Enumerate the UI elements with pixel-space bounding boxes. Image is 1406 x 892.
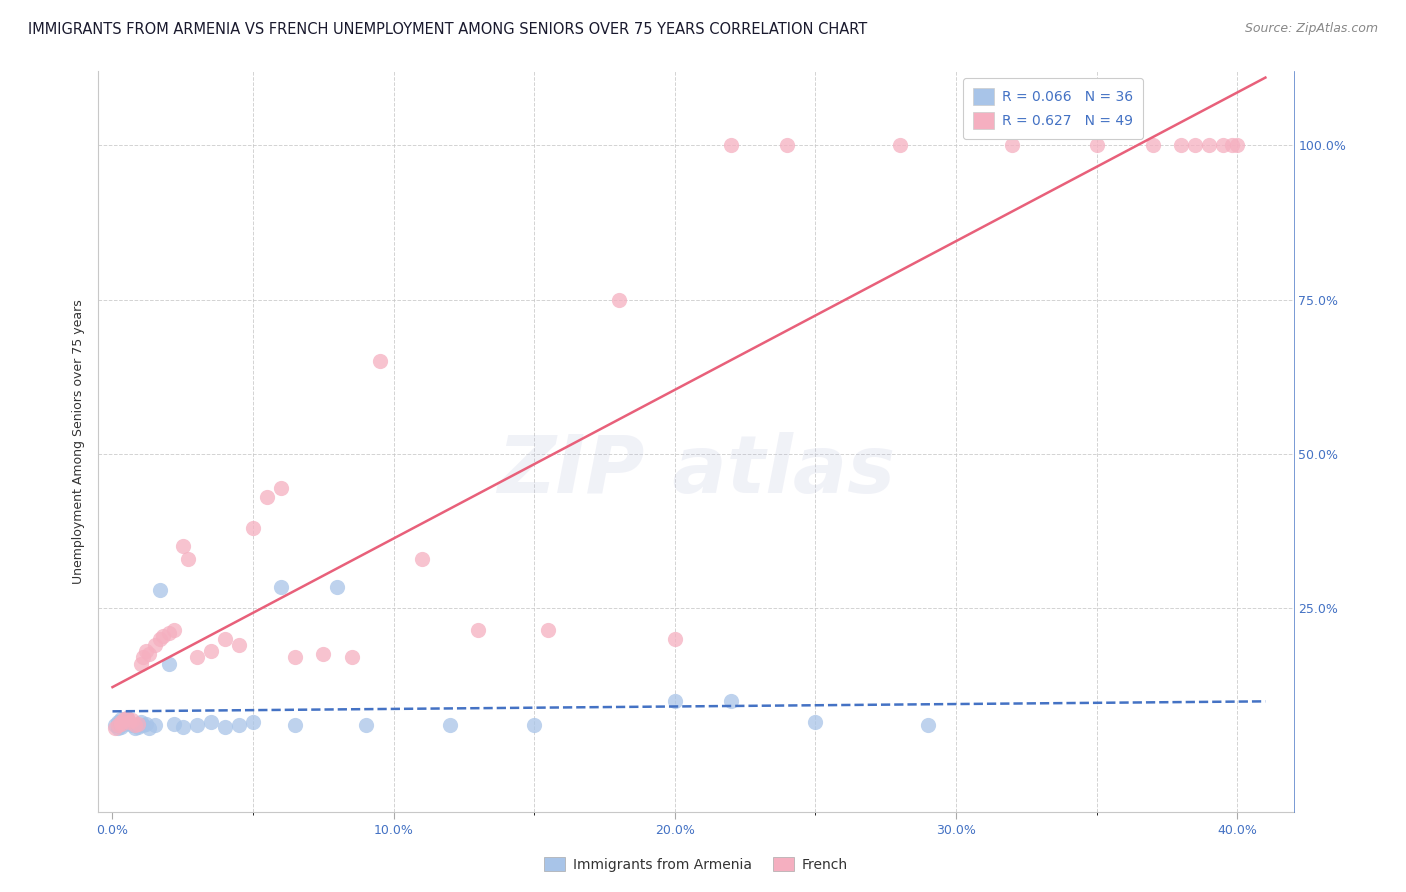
- Point: [411, 551, 433, 566]
- Point: [149, 632, 172, 646]
- Point: [107, 715, 129, 730]
- Point: [1198, 138, 1220, 153]
- Point: [104, 722, 127, 736]
- Point: [107, 722, 129, 736]
- Point: [172, 540, 194, 554]
- Point: [1001, 138, 1024, 153]
- Point: [135, 717, 157, 731]
- Text: IMMIGRANTS FROM ARMENIA VS FRENCH UNEMPLOYMENT AMONG SENIORS OVER 75 YEARS CORRE: IMMIGRANTS FROM ARMENIA VS FRENCH UNEMPL…: [28, 22, 868, 37]
- Point: [354, 718, 377, 732]
- Point: [607, 293, 630, 307]
- Point: [720, 138, 742, 153]
- Point: [270, 580, 292, 594]
- Point: [138, 648, 160, 662]
- Point: [135, 644, 157, 658]
- Point: [104, 718, 127, 732]
- Point: [312, 648, 335, 662]
- Point: [270, 481, 292, 495]
- Point: [132, 650, 155, 665]
- Text: Source: ZipAtlas.com: Source: ZipAtlas.com: [1244, 22, 1378, 36]
- Point: [523, 718, 546, 732]
- Point: [115, 711, 138, 725]
- Point: [110, 717, 132, 731]
- Point: [157, 625, 180, 640]
- Point: [917, 718, 939, 732]
- Point: [1085, 138, 1108, 153]
- Point: [143, 638, 166, 652]
- Point: [664, 694, 686, 708]
- Point: [138, 722, 160, 736]
- Point: [340, 650, 363, 665]
- Point: [127, 720, 149, 734]
- Point: [1220, 138, 1243, 153]
- Point: [143, 718, 166, 732]
- Point: [129, 715, 152, 730]
- Point: [118, 715, 141, 730]
- Point: [242, 715, 264, 730]
- Point: [110, 720, 132, 734]
- Point: [115, 711, 138, 725]
- Point: [149, 582, 172, 597]
- Y-axis label: Unemployment Among Seniors over 75 years: Unemployment Among Seniors over 75 years: [72, 299, 86, 584]
- Point: [121, 714, 143, 728]
- Point: [1226, 138, 1249, 153]
- Point: [200, 644, 222, 658]
- Text: ZIP atlas: ZIP atlas: [496, 432, 896, 510]
- Point: [214, 632, 236, 646]
- Point: [1142, 138, 1164, 153]
- Point: [110, 715, 132, 730]
- Point: [467, 623, 489, 637]
- Point: [284, 650, 307, 665]
- Point: [242, 521, 264, 535]
- Point: [112, 717, 135, 731]
- Point: [172, 720, 194, 734]
- Point: [110, 712, 132, 726]
- Point: [720, 694, 742, 708]
- Point: [124, 722, 146, 736]
- Point: [1212, 138, 1234, 153]
- Point: [129, 657, 152, 671]
- Point: [127, 717, 149, 731]
- Point: [124, 718, 146, 732]
- Point: [186, 650, 208, 665]
- Point: [439, 718, 461, 732]
- Point: [326, 580, 349, 594]
- Point: [804, 715, 827, 730]
- Point: [537, 623, 560, 637]
- Point: [107, 718, 129, 732]
- Point: [186, 718, 208, 732]
- Point: [157, 657, 180, 671]
- Point: [214, 720, 236, 734]
- Point: [163, 623, 186, 637]
- Point: [115, 714, 138, 728]
- Point: [284, 718, 307, 732]
- Legend: Immigrants from Armenia, French: Immigrants from Armenia, French: [537, 850, 855, 879]
- Point: [132, 718, 155, 732]
- Point: [256, 490, 278, 504]
- Point: [121, 718, 143, 732]
- Point: [228, 718, 250, 732]
- Point: [664, 632, 686, 646]
- Point: [1170, 138, 1192, 153]
- Point: [368, 354, 391, 368]
- Point: [889, 138, 911, 153]
- Point: [228, 638, 250, 652]
- Point: [163, 717, 186, 731]
- Point: [152, 629, 174, 643]
- Point: [776, 138, 799, 153]
- Point: [200, 715, 222, 730]
- Point: [177, 551, 200, 566]
- Point: [118, 715, 141, 730]
- Point: [1184, 138, 1206, 153]
- Point: [112, 712, 135, 726]
